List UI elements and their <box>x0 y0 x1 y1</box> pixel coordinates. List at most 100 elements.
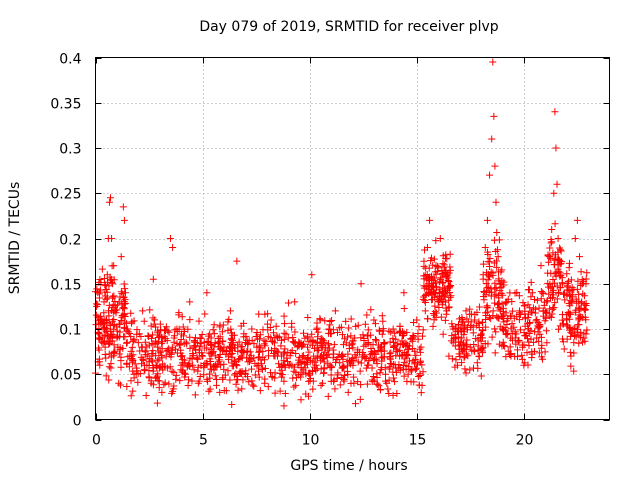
data-point <box>280 329 288 337</box>
data-point <box>257 360 265 368</box>
x-tick-label: 20 <box>516 433 534 449</box>
data-point <box>573 216 581 224</box>
data-point <box>100 275 108 283</box>
data-point <box>109 317 117 325</box>
data-point <box>280 402 288 410</box>
data-point <box>396 322 404 330</box>
data-point <box>580 334 588 342</box>
data-point <box>550 189 558 197</box>
data-point <box>117 288 125 296</box>
data-point <box>452 356 460 364</box>
data-point <box>421 307 429 315</box>
data-point <box>516 307 524 315</box>
data-point <box>111 307 119 315</box>
data-point <box>493 313 501 321</box>
data-point <box>95 290 103 298</box>
data-point <box>570 339 578 347</box>
data-point <box>129 387 137 395</box>
data-point <box>381 339 389 347</box>
data-point <box>551 270 559 278</box>
data-point <box>532 317 540 325</box>
data-point <box>186 362 194 370</box>
data-point <box>360 342 368 350</box>
data-point <box>503 298 511 306</box>
data-point <box>483 216 491 224</box>
data-point <box>494 314 502 322</box>
data-point <box>513 346 521 354</box>
data-point <box>525 310 533 318</box>
data-point <box>520 302 528 310</box>
data-point <box>442 273 450 281</box>
data-point <box>382 370 390 378</box>
data-point <box>500 278 508 286</box>
data-point <box>526 304 534 312</box>
data-point <box>160 381 168 389</box>
data-point <box>477 330 485 338</box>
data-point <box>201 360 209 368</box>
data-point <box>326 321 334 329</box>
data-point <box>410 333 418 341</box>
data-point <box>118 289 126 297</box>
data-point <box>364 340 372 348</box>
data-point <box>350 379 358 387</box>
data-point <box>381 364 389 372</box>
data-point <box>441 316 449 324</box>
data-point <box>190 337 198 345</box>
data-point <box>472 335 480 343</box>
data-point <box>430 289 438 297</box>
data-point <box>98 316 106 324</box>
data-point <box>219 375 227 383</box>
data-point <box>227 329 235 337</box>
data-point <box>408 365 416 373</box>
data-point <box>498 266 506 274</box>
data-point <box>237 343 245 351</box>
data-point <box>548 288 556 296</box>
data-point <box>445 352 453 360</box>
data-point <box>417 389 425 397</box>
data-point <box>480 293 488 301</box>
data-point <box>351 400 359 408</box>
data-point <box>357 381 365 389</box>
data-point <box>319 379 327 387</box>
data-point <box>333 329 341 337</box>
data-point <box>494 300 502 308</box>
data-point <box>324 340 332 348</box>
data-point <box>111 347 119 355</box>
data-point <box>538 333 546 341</box>
data-point <box>420 275 428 283</box>
data-point <box>297 358 305 366</box>
data-point <box>176 377 184 385</box>
data-point <box>386 354 394 362</box>
data-point <box>253 329 261 337</box>
data-point <box>494 246 502 254</box>
data-point <box>276 387 284 395</box>
data-point <box>203 289 211 297</box>
data-point <box>169 244 177 252</box>
data-point <box>512 340 520 348</box>
data-point <box>102 282 110 290</box>
data-point <box>373 360 381 368</box>
data-point <box>371 320 379 328</box>
data-point <box>494 253 502 261</box>
data-point <box>298 352 306 360</box>
data-point <box>467 322 475 330</box>
data-point <box>411 356 419 364</box>
data-point <box>437 313 445 321</box>
data-point <box>389 334 397 342</box>
data-point <box>422 264 430 272</box>
data-point <box>327 377 335 385</box>
data-point <box>500 326 508 334</box>
data-point <box>356 367 364 375</box>
data-point <box>261 342 269 350</box>
data-point <box>486 171 494 179</box>
data-point <box>567 362 575 370</box>
data-point <box>403 328 411 336</box>
data-point <box>487 315 495 323</box>
data-point <box>105 363 113 371</box>
data-point <box>549 305 557 313</box>
data-point <box>498 325 506 333</box>
data-point <box>344 388 352 396</box>
data-point <box>212 381 220 389</box>
data-point <box>469 329 477 337</box>
data-point <box>248 325 256 333</box>
